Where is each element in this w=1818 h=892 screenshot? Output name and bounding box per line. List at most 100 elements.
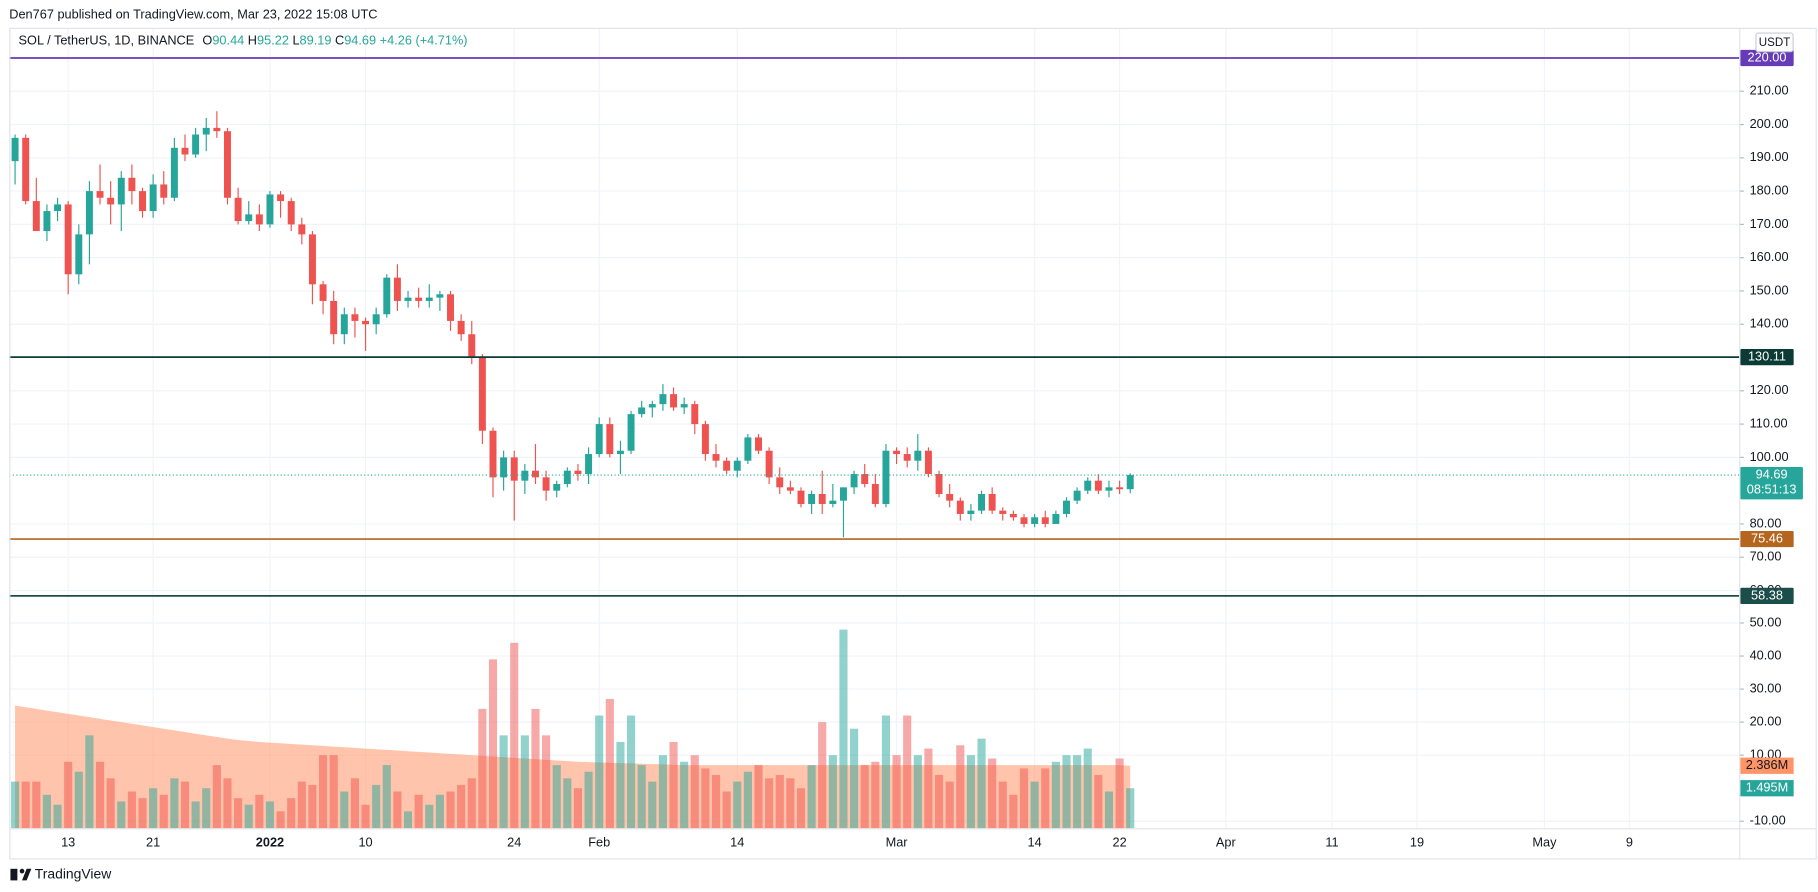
candle-body xyxy=(978,493,986,511)
volume-bar xyxy=(1104,791,1114,829)
last-price-box xyxy=(1740,466,1803,500)
candle-body xyxy=(393,277,401,301)
candle-body xyxy=(436,294,444,298)
volume-bar xyxy=(871,761,880,829)
volume-bar xyxy=(892,755,901,829)
candle-body xyxy=(914,450,922,461)
x-tick-label: 19 xyxy=(1410,835,1424,850)
volume-layer xyxy=(11,629,1135,829)
candle-body xyxy=(616,450,624,455)
candle-body xyxy=(627,414,635,451)
ohlc-letter: O xyxy=(202,33,212,48)
symbol-legend: SOL / TetherUS, 1D, BINANCE O90.44 H95.2… xyxy=(19,33,468,48)
volume-bar xyxy=(499,735,508,829)
volume-bar xyxy=(435,794,444,829)
volume-bar xyxy=(382,765,391,829)
candle-body xyxy=(54,204,62,212)
volume-bar xyxy=(276,811,285,829)
candle-body xyxy=(457,320,465,335)
candle-body xyxy=(85,191,93,235)
volume-bar xyxy=(807,765,816,829)
volume-bar xyxy=(754,765,763,829)
volume-ma-label: 2.386M xyxy=(1746,757,1789,772)
volume-bar xyxy=(733,781,742,829)
candle-body xyxy=(1063,500,1070,514)
volume-bar xyxy=(138,798,147,829)
volume-bar xyxy=(743,771,752,829)
candle-body xyxy=(659,394,667,405)
candle-body xyxy=(818,493,826,504)
volume-bar xyxy=(924,748,933,829)
candle-body xyxy=(139,191,146,212)
y-tick-label: 180.00 xyxy=(1750,182,1789,197)
logo-part xyxy=(10,868,18,881)
x-tick-label: 21 xyxy=(146,835,160,850)
volume-bar xyxy=(234,798,243,829)
candle-body xyxy=(574,470,582,475)
currency-box[interactable] xyxy=(1755,32,1794,53)
candle-body xyxy=(701,424,709,455)
volume-bar xyxy=(403,811,413,829)
currency[interactable]: USDT xyxy=(1759,37,1791,49)
volume-bar xyxy=(669,741,678,829)
candle-body xyxy=(893,450,901,455)
volume-bar xyxy=(828,755,837,829)
x-tick-label: Feb xyxy=(588,835,610,850)
y-tick-label: 140.00 xyxy=(1750,316,1789,331)
candle-body xyxy=(128,177,136,192)
volume-bar xyxy=(478,708,487,829)
volume-bar xyxy=(1083,748,1092,829)
candle-body xyxy=(871,484,879,504)
candle-body xyxy=(351,314,359,321)
candle-body xyxy=(319,284,327,301)
volume-bar xyxy=(329,755,338,829)
candle-body xyxy=(1020,517,1028,524)
x-tick-label: 13 xyxy=(61,835,75,850)
candle-body xyxy=(298,224,306,235)
candle-body xyxy=(425,297,433,301)
candle-body xyxy=(553,484,561,491)
volume-bar xyxy=(690,755,699,829)
candle-body xyxy=(308,234,316,285)
price-layer xyxy=(9,57,1740,597)
volume-bar xyxy=(53,804,62,829)
volume-bar xyxy=(1030,781,1039,829)
volume-bar xyxy=(542,735,551,829)
volume-bar xyxy=(319,755,328,829)
candle-body xyxy=(776,477,784,488)
volume-bar xyxy=(106,778,115,829)
level-label: 58.38 xyxy=(1751,587,1783,602)
candle-body xyxy=(542,477,550,491)
volume-bar xyxy=(255,794,264,829)
y-tick-label: 170.00 xyxy=(1750,216,1789,231)
volume-bar xyxy=(934,775,944,829)
candle-body xyxy=(638,407,646,415)
ohlc-letter: H xyxy=(248,33,257,48)
volume-bar xyxy=(595,715,604,829)
candle-body xyxy=(224,131,231,198)
volume-bar xyxy=(1126,788,1135,829)
volume-bar xyxy=(467,778,476,829)
level-label: 75.46 xyxy=(1751,530,1783,545)
candle-body xyxy=(149,184,157,212)
candle-body xyxy=(362,320,370,325)
candle-body xyxy=(1031,517,1039,524)
volume-bar xyxy=(956,745,965,829)
candle-body xyxy=(75,234,83,275)
volume-bar xyxy=(796,788,806,829)
y2-tick-label: -10.00 xyxy=(1750,813,1786,828)
candle-body xyxy=(489,430,497,478)
volume-bar xyxy=(74,771,83,829)
y-tick-label: 80.00 xyxy=(1750,515,1782,530)
countdown-label: 08:51:13 xyxy=(1747,482,1797,497)
logo-part xyxy=(19,868,25,874)
candle-body xyxy=(500,457,508,478)
volume-bar xyxy=(945,781,954,829)
volume-bar xyxy=(627,715,636,829)
chart-frame xyxy=(9,27,1817,860)
candle-body xyxy=(43,211,51,232)
volume-bar xyxy=(584,771,593,829)
volume-bar xyxy=(117,801,126,829)
candle-body xyxy=(829,500,837,504)
candle-body xyxy=(1052,513,1060,524)
